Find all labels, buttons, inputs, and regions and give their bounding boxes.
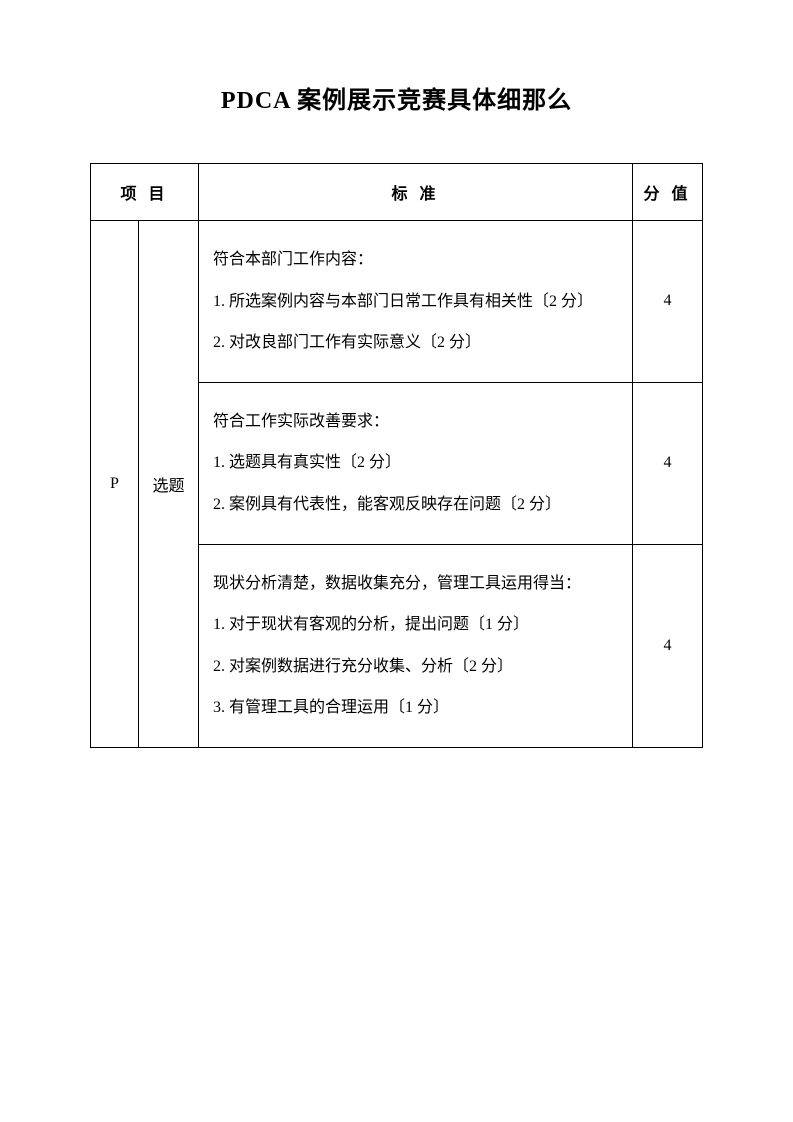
standard-line: 2. 对案例数据进行充分收集、分析〔2 分〕 — [213, 646, 620, 688]
standard-head: 现状分析清楚，数据收集充分，管理工具运用得当： — [213, 563, 620, 605]
header-item: 项 目 — [91, 164, 199, 221]
standard-line: 1. 选题具有真实性〔2 分〕 — [213, 442, 620, 484]
header-score: 分 值 — [633, 164, 703, 221]
cell-score: 4 — [633, 544, 703, 747]
cell-standard: 符合工作实际改善要求： 1. 选题具有真实性〔2 分〕 2. 案例具有代表性，能… — [199, 382, 633, 544]
cell-standard: 现状分析清楚，数据收集充分，管理工具运用得当： 1. 对于现状有客观的分析，提出… — [199, 544, 633, 747]
table-row: P 选题 符合本部门工作内容： 1. 所选案例内容与本部门日常工作具有相关性〔2… — [91, 221, 703, 383]
cell-item-label: 选题 — [139, 221, 199, 748]
table-header-row: 项 目 标 准 分 值 — [91, 164, 703, 221]
standard-line: 3. 有管理工具的合理运用〔1 分〕 — [213, 687, 620, 729]
standard-line: 2. 对改良部门工作有实际意义〔2 分〕 — [213, 322, 620, 364]
cell-score: 4 — [633, 382, 703, 544]
cell-p-label: P — [91, 221, 139, 748]
page-title: PDCA 案例展示竞赛具体细那么 — [90, 80, 703, 115]
standard-head: 符合工作实际改善要求： — [213, 401, 620, 443]
cell-standard: 符合本部门工作内容： 1. 所选案例内容与本部门日常工作具有相关性〔2 分〕 2… — [199, 221, 633, 383]
header-standard: 标 准 — [199, 164, 633, 221]
standard-line: 1. 对于现状有客观的分析，提出问题〔1 分〕 — [213, 604, 620, 646]
standard-head: 符合本部门工作内容： — [213, 239, 620, 281]
standard-line: 2. 案例具有代表性，能客观反映存在问题〔2 分〕 — [213, 484, 620, 526]
standard-line: 1. 所选案例内容与本部门日常工作具有相关性〔2 分〕 — [213, 281, 620, 323]
criteria-table: 项 目 标 准 分 值 P 选题 符合本部门工作内容： 1. 所选案例内容与本部… — [90, 163, 703, 748]
cell-score: 4 — [633, 221, 703, 383]
